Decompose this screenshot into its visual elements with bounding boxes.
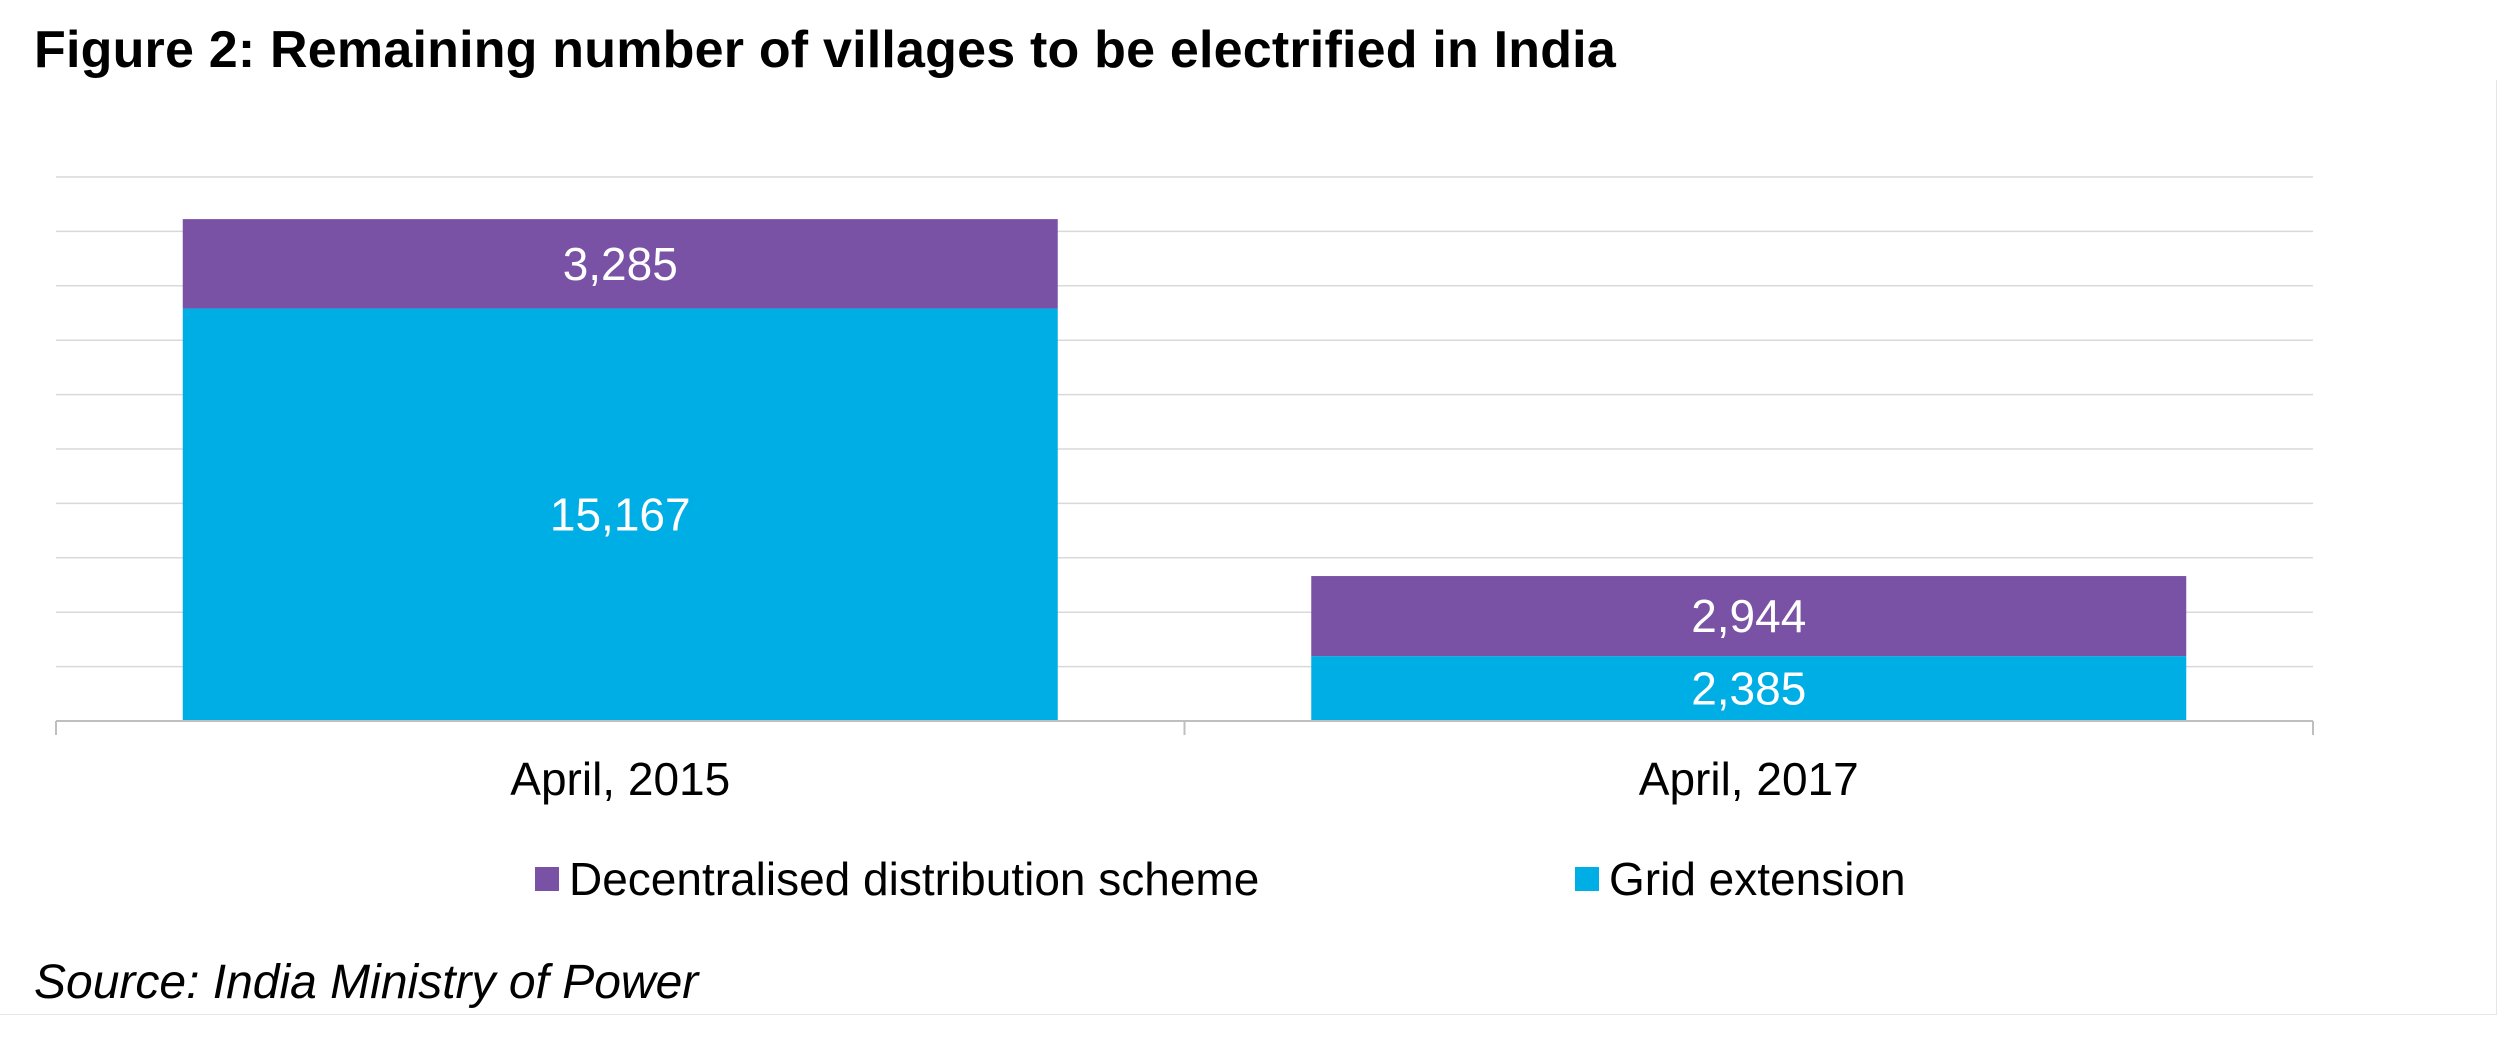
- legend-label-grid: Grid extension: [1609, 853, 1906, 905]
- data-labels: 15,167 3,285 2,385 2,944: [550, 238, 1806, 715]
- bar-decentralised: [1311, 576, 2187, 657]
- x-axis: [55, 720, 2314, 735]
- x-tick-label: April, 2015: [510, 753, 730, 805]
- bar-grid-extension: [1311, 656, 2187, 721]
- data-label-grid-extension: 15,167: [550, 489, 691, 541]
- legend-label-decentralised: Decentralised distribution scheme: [569, 853, 1260, 905]
- bars: [182, 219, 2187, 721]
- data-label-grid-extension: 2,385: [1691, 663, 1806, 715]
- x-tick-labels: April, 2015 April, 2017: [510, 753, 1858, 805]
- data-label-decentralised: 3,285: [563, 238, 678, 290]
- legend-swatch-grid: [1575, 867, 1599, 891]
- chart-title: Figure 2: Remaining number of villages t…: [34, 21, 1616, 79]
- frame-line-bottom: [0, 1014, 2497, 1015]
- x-tick-label: April, 2017: [1639, 753, 1859, 805]
- legend-item-grid: Grid extension: [1575, 852, 1906, 906]
- frame-line-right: [2496, 80, 2497, 1015]
- legend-swatch-decentralised: [535, 867, 559, 891]
- bar-grid-extension: [182, 308, 1058, 721]
- data-label-decentralised: 2,944: [1691, 590, 1806, 642]
- source-note: Source: India Ministry of Power: [34, 956, 699, 1009]
- bar-decentralised: [182, 219, 1058, 309]
- legend-item-decentralised: Decentralised distribution scheme: [535, 852, 1259, 906]
